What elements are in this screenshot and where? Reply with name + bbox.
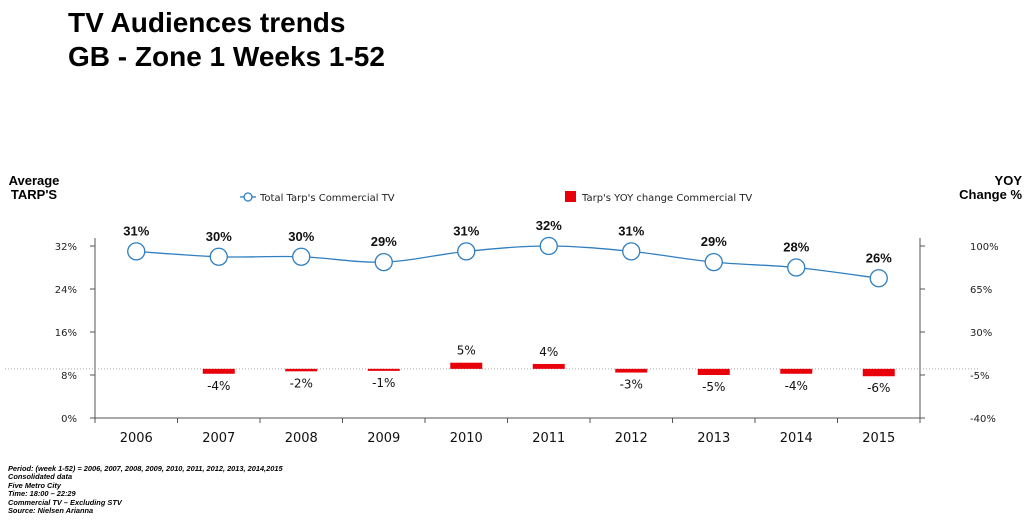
total-tarps-data-label: 31%	[618, 223, 644, 238]
footnote-city: Five Metro City	[8, 480, 61, 490]
yoy-bar	[697, 368, 730, 375]
footnote-period: Period: (week 1-52) = 2006, 2007, 2008, …	[8, 464, 283, 473]
yoy-data-label: 5%	[457, 344, 476, 358]
x-axis-category-label: 2009	[367, 431, 400, 446]
yoy-bar	[285, 368, 318, 372]
total-tarps-data-label: 28%	[783, 240, 809, 255]
legend-label-yoy-change: Tarp's YOY change Commercial TV	[581, 193, 752, 204]
right-axis-label-line-2: Change %	[959, 187, 1022, 202]
yoy-data-label: -2%	[290, 376, 313, 390]
yoy-data-label: -5%	[702, 380, 725, 394]
footnote-scope: Commercial TV – Excluding STV	[8, 497, 122, 507]
total-tarps-data-label: 29%	[371, 234, 397, 249]
yoy-bar	[367, 368, 400, 371]
right-axis-label: YOY Change %	[940, 174, 1022, 202]
x-axis-category-label: 2010	[450, 431, 483, 446]
legend-bar-swatch	[565, 191, 576, 202]
left-axis-tick-label: 32%	[55, 242, 77, 253]
right-axis-tick-label: 65%	[970, 285, 992, 296]
total-tarps-point	[622, 242, 641, 261]
left-axis-label-line-2: TARP'S	[10, 187, 58, 202]
left-axis-label-line-1: Average	[8, 173, 60, 188]
yoy-data-label: -3%	[620, 378, 643, 392]
x-axis-category-label: 2007	[202, 431, 235, 446]
x-axis-category-label: 2014	[780, 431, 813, 446]
x-axis-category-label: 2008	[285, 431, 318, 446]
x-axis-category-label: 2013	[697, 431, 730, 446]
left-axis-label: Average TARP'S	[6, 174, 62, 202]
left-axis-tick-label: 24%	[55, 285, 77, 296]
total-tarps-point	[457, 242, 476, 261]
total-tarps-data-label: 31%	[123, 223, 149, 238]
x-axis-category-label: 2006	[120, 431, 153, 446]
x-axis-category-label: 2015	[862, 431, 895, 446]
total-tarps-point	[127, 242, 146, 261]
left-axis-tick-label: 16%	[55, 328, 77, 339]
right-axis-label-line-1: YOY	[994, 173, 1022, 188]
total-tarps-point	[292, 247, 311, 266]
footnote-time: Time: 18:00 – 22:29	[8, 489, 76, 499]
title-line-2: GB - Zone 1 Weeks 1-52	[68, 41, 385, 72]
total-tarps-data-label: 30%	[206, 229, 232, 244]
x-axis-category-label: 2012	[615, 431, 648, 446]
yoy-bar	[615, 368, 648, 373]
footnote-source: Source: Nielsen Arianna	[8, 506, 94, 516]
yoy-bar	[450, 362, 483, 369]
right-axis-tick-label: -40%	[970, 414, 996, 425]
total-tarps-point	[704, 252, 723, 272]
x-axis-category-label: 2011	[532, 431, 565, 446]
legend-line-marker	[243, 192, 253, 202]
yoy-data-label: -4%	[785, 379, 808, 393]
yoy-bar	[202, 368, 235, 374]
yoy-data-label: -1%	[372, 376, 395, 390]
total-tarps-data-label: 32%	[536, 218, 562, 233]
right-axis-tick-label: -5%	[970, 371, 989, 382]
total-tarps-data-label: 26%	[866, 250, 892, 265]
left-axis-tick-label: 8%	[61, 371, 77, 382]
total-tarps-data-label: 29%	[701, 234, 727, 249]
total-tarps-point	[539, 236, 558, 256]
title-line-1: TV Audiences trends	[68, 7, 346, 38]
yoy-bar	[780, 368, 813, 374]
total-tarps-point	[374, 252, 393, 272]
right-axis-tick-label: 100%	[970, 242, 999, 253]
legend-label-total-tarps: Total Tarp's Commercial TV	[259, 193, 395, 204]
right-axis-tick-label: 30%	[970, 328, 992, 339]
total-tarps-data-label: 30%	[288, 229, 314, 244]
chart-title: TV Audiences trends GB - Zone 1 Weeks 1-…	[68, 6, 385, 74]
total-tarps-point	[869, 269, 888, 288]
yoy-data-label: -4%	[207, 379, 230, 393]
total-tarps-data-label: 31%	[453, 223, 479, 238]
left-axis-tick-label: 0%	[61, 414, 77, 425]
yoy-bar	[532, 363, 565, 369]
total-tarps-point	[209, 247, 228, 266]
footnote-data: Consolidated data	[8, 472, 73, 482]
total-tarps-line	[136, 245, 879, 279]
yoy-data-label: 4%	[539, 345, 558, 359]
footnotes: Period: (week 1-52) = 2006, 2007, 2008, …	[8, 464, 283, 516]
yoy-bar	[862, 368, 895, 377]
yoy-data-label: -6%	[867, 381, 890, 395]
total-tarps-point	[787, 258, 806, 277]
